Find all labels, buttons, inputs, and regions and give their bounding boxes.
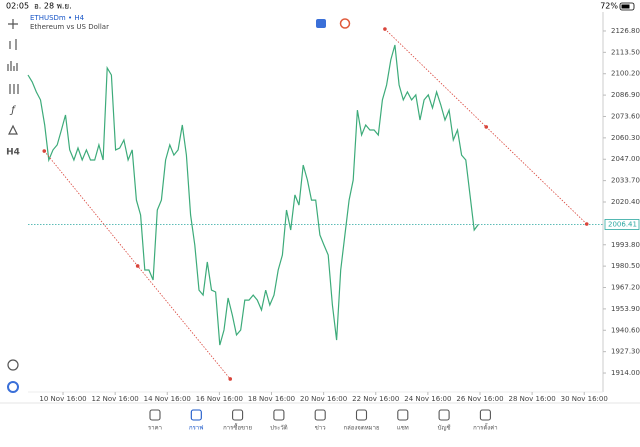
y-tick-label: 1953.90	[611, 305, 640, 313]
y-tick-label: 2100.20	[611, 70, 640, 78]
indicator-button[interactable]	[339, 18, 351, 29]
x-tick-label: 30 Nov 16:00	[561, 395, 608, 403]
x-tick-label: 16 Nov 16:00	[196, 395, 243, 403]
nav-label: ข่าว	[315, 425, 326, 432]
nav-item[interactable]: กล่องจดหมาย	[343, 409, 380, 432]
y-tick-label: 2020.40	[611, 198, 640, 206]
timeframe-tool[interactable]: H4	[6, 148, 20, 158]
trendline-point	[42, 149, 47, 153]
nav-icon	[355, 409, 368, 421]
x-tick-label: 20 Nov 16:00	[300, 395, 347, 403]
symbol-name[interactable]: ETHUSDm • H4	[30, 14, 85, 22]
y-tick-label: 2126.80	[611, 27, 640, 35]
chart-type-tool[interactable]	[9, 39, 17, 50]
nav-label: กราฟ	[189, 425, 203, 432]
y-tick-label: 1940.60	[611, 326, 640, 334]
trendline-point	[228, 377, 233, 381]
nav-item[interactable]: กราฟ	[189, 409, 204, 432]
x-tick-label: 18 Nov 16:00	[248, 395, 295, 403]
trendline-point	[383, 27, 387, 31]
nav-label: บัญชี	[438, 424, 451, 432]
nav-label: ประวัติ	[270, 425, 288, 432]
nav-label: การตั้งค่า	[473, 422, 497, 432]
nav-item[interactable]: ราคา	[148, 409, 162, 432]
y-tick-label: 2113.50	[611, 48, 640, 56]
y-tick-label: 2033.70	[611, 177, 640, 185]
nav-icon	[190, 409, 202, 421]
nav-label: กล่องจดหมาย	[343, 425, 379, 432]
nav-item[interactable]: แชท	[397, 409, 409, 432]
x-tick-label: 22 Nov 16:00	[352, 395, 399, 403]
x-tick-label: 12 Nov 16:00	[92, 395, 139, 403]
period-tool[interactable]	[7, 61, 18, 71]
y-tick-label: 2086.90	[611, 91, 640, 99]
x-tick-label: 26 Nov 16:00	[456, 395, 503, 403]
trendline-point	[484, 125, 489, 129]
objects-tool[interactable]	[8, 124, 18, 135]
nav-label: แชท	[397, 425, 409, 432]
nav-item[interactable]: การซื้อขาย	[223, 409, 252, 432]
nav-item[interactable]: บัญชี	[438, 409, 451, 432]
status-battery: 72%	[600, 2, 618, 11]
trendline-point	[135, 264, 140, 268]
trendline	[384, 28, 587, 225]
y-tick-label: 2060.30	[611, 134, 640, 142]
status-time: 02:05	[6, 2, 29, 11]
x-tick-label: 28 Nov 16:00	[509, 395, 556, 403]
y-tick-label: 2047.00	[611, 155, 640, 163]
nav-item[interactable]: ข่าว	[314, 409, 326, 432]
price-line	[27, 44, 479, 346]
x-tick-label: 10 Nov 16:00	[39, 395, 86, 403]
nav-icon	[397, 409, 409, 421]
battery-icon	[619, 2, 635, 11]
y-tick-label: 2073.60	[611, 112, 640, 120]
indicator-tool[interactable]	[9, 84, 19, 94]
function-tool[interactable]: ƒ	[9, 105, 16, 116]
y-tick-label: 1967.20	[611, 284, 640, 292]
last-price-box	[604, 219, 640, 230]
x-tick-label: 24 Nov 16:00	[404, 395, 451, 403]
status-date: อ. 28 พ.ย.	[34, 2, 72, 11]
nav-icon	[479, 409, 491, 421]
battery-level	[621, 4, 630, 9]
nav-icon	[149, 409, 161, 421]
nav-icon	[314, 409, 326, 421]
nav-icon	[232, 409, 244, 421]
symbol-description: Ethereum vs US Dollar	[30, 23, 109, 31]
broker-tool[interactable]	[7, 381, 19, 393]
left-toolbar: ƒ H4	[6, 19, 20, 393]
nav-label: ราคา	[148, 425, 162, 432]
nav-icon	[438, 409, 450, 421]
nav-label: การซื้อขาย	[223, 422, 252, 432]
nav-item[interactable]: การตั้งค่า	[473, 409, 498, 432]
trendline-point	[584, 222, 589, 226]
x-tick-label: 14 Nov 16:00	[144, 395, 191, 403]
speed-tool[interactable]	[7, 359, 19, 371]
nav-item[interactable]: ประวัติ	[270, 409, 288, 432]
trade-button[interactable]	[316, 19, 326, 28]
y-tick-label: 1993.80	[611, 241, 640, 249]
nav-icon	[273, 409, 285, 421]
crosshair-tool[interactable]	[8, 19, 18, 29]
last-price-label: 2006.41	[608, 220, 637, 228]
y-tick-label: 1927.30	[611, 348, 640, 356]
y-tick-label: 1980.50	[611, 262, 640, 270]
y-tick-label: 1914.00	[611, 369, 640, 377]
